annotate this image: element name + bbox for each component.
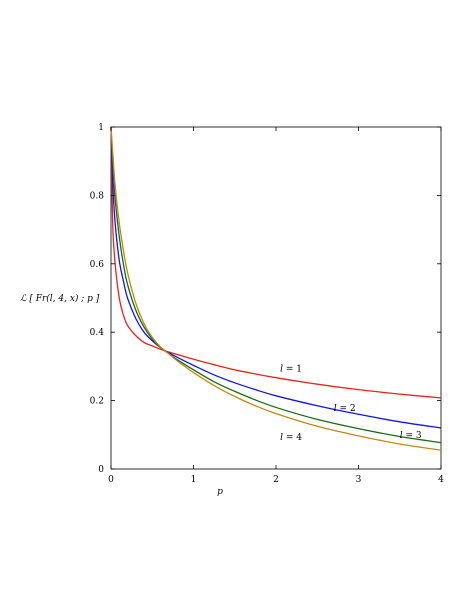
series-label-eq: = 2 xyxy=(337,404,356,414)
x-tick-label: 4 xyxy=(438,475,444,485)
plot-frame xyxy=(110,126,442,470)
series-label-l2: l = 2 xyxy=(334,404,356,414)
series-label-var: l xyxy=(334,404,337,414)
series-label-l3: l = 3 xyxy=(400,431,422,441)
series-line-l4 xyxy=(110,126,442,451)
series-layer xyxy=(110,126,442,451)
annotation-layer: l = 1l = 2l = 3l = 4 xyxy=(280,365,422,443)
x-tick-label: 1 xyxy=(191,475,197,485)
x-tick-label: 2 xyxy=(273,475,279,485)
series-label-eq: = 4 xyxy=(283,433,302,443)
series-label-var: l xyxy=(400,431,403,441)
x-tick-label: 0 xyxy=(108,475,114,485)
x-axis-label: p xyxy=(217,487,223,497)
x-tick-label: 3 xyxy=(356,475,362,485)
y-tick-label: 0 xyxy=(98,465,104,475)
series-label-l4: l = 4 xyxy=(280,433,302,443)
plot-area xyxy=(110,126,442,470)
series-label-l1: l = 1 xyxy=(280,365,302,375)
y-tick-label: 0.4 xyxy=(90,328,105,338)
series-label-var: l xyxy=(280,433,283,443)
series-line-l2 xyxy=(110,126,442,429)
series-label-eq: = 1 xyxy=(283,365,302,375)
series-label-var: l xyxy=(280,365,283,375)
series-label-eq: = 3 xyxy=(403,431,422,441)
y-axis-label: ℒ [ Fr(l, 4, x) ; p ] xyxy=(20,293,100,304)
y-tick-label: 0.2 xyxy=(90,397,104,407)
y-tick-label: 1 xyxy=(98,123,104,133)
y-tick-label: 0.6 xyxy=(90,260,105,270)
series-line-l1 xyxy=(110,126,442,399)
axis-layer: 0 1 2 3 4 0 0.2 0.4 0.6 0.8 1 xyxy=(90,123,444,485)
y-tick-label: 0.8 xyxy=(90,191,105,201)
